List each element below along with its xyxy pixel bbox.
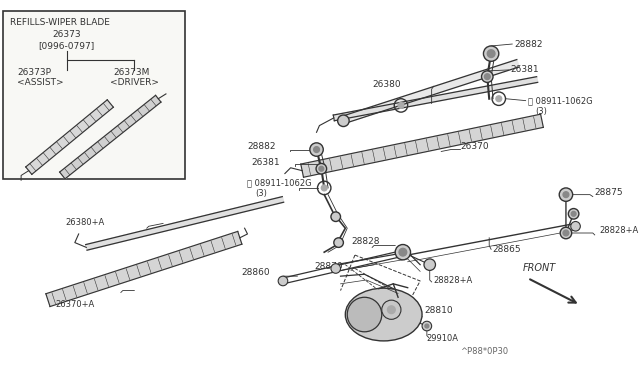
Text: 26370: 26370	[460, 142, 489, 151]
Text: 29910A: 29910A	[427, 334, 459, 343]
Text: REFILLS-WIPER BLADE: REFILLS-WIPER BLADE	[10, 19, 109, 28]
Text: 26373P: 26373P	[17, 68, 51, 77]
Circle shape	[338, 115, 349, 126]
Circle shape	[348, 297, 382, 332]
Text: [0996-0797]: [0996-0797]	[38, 41, 95, 51]
Circle shape	[310, 143, 323, 156]
Text: 28828: 28828	[351, 237, 380, 246]
Text: ^P88*0P30: ^P88*0P30	[460, 347, 509, 356]
Text: 26370+A: 26370+A	[56, 301, 95, 310]
Text: 26380+A: 26380+A	[65, 218, 104, 227]
Text: 28870: 28870	[315, 262, 343, 271]
FancyBboxPatch shape	[3, 12, 185, 179]
Text: 28860: 28860	[242, 268, 270, 277]
Polygon shape	[26, 100, 113, 174]
Circle shape	[278, 276, 288, 286]
Circle shape	[484, 74, 490, 80]
Circle shape	[331, 212, 340, 221]
Text: 26381: 26381	[252, 158, 280, 167]
Text: (3): (3)	[535, 107, 547, 116]
Text: FRONT: FRONT	[523, 263, 556, 273]
Circle shape	[487, 50, 495, 57]
Circle shape	[334, 238, 344, 247]
Circle shape	[331, 264, 340, 273]
Circle shape	[395, 244, 410, 260]
Text: 28882: 28882	[514, 39, 543, 48]
Circle shape	[559, 188, 573, 201]
Text: 28828+A: 28828+A	[600, 226, 639, 235]
Circle shape	[321, 185, 327, 191]
Text: 26373M: 26373M	[113, 68, 150, 77]
Ellipse shape	[346, 288, 422, 341]
Text: <DRIVER>: <DRIVER>	[110, 78, 159, 87]
Text: 26381: 26381	[510, 65, 539, 74]
Circle shape	[314, 147, 319, 153]
Text: 26373: 26373	[52, 30, 81, 39]
Circle shape	[388, 306, 395, 314]
Text: ⓝ 08911-1062G: ⓝ 08911-1062G	[248, 179, 312, 187]
Polygon shape	[46, 231, 242, 307]
Text: 28828+A: 28828+A	[433, 276, 473, 285]
Circle shape	[382, 300, 401, 319]
Text: 28882: 28882	[248, 142, 276, 151]
Text: 28875: 28875	[595, 188, 623, 197]
Circle shape	[560, 227, 572, 239]
Circle shape	[424, 259, 435, 270]
Circle shape	[568, 209, 579, 219]
Polygon shape	[339, 60, 519, 124]
Text: <ASSIST>: <ASSIST>	[17, 78, 64, 87]
Text: 28810: 28810	[424, 306, 452, 315]
Circle shape	[481, 71, 493, 83]
Polygon shape	[86, 197, 284, 250]
Circle shape	[316, 163, 326, 174]
Circle shape	[563, 192, 569, 198]
Circle shape	[571, 221, 580, 231]
Text: 26380: 26380	[372, 80, 401, 89]
Text: 28865: 28865	[492, 245, 521, 254]
Text: ⓝ 08911-1062G: ⓝ 08911-1062G	[527, 96, 592, 105]
Circle shape	[422, 321, 431, 331]
Polygon shape	[60, 95, 161, 179]
Polygon shape	[301, 114, 543, 177]
Polygon shape	[333, 77, 538, 121]
Circle shape	[563, 230, 569, 236]
Circle shape	[399, 248, 406, 256]
Circle shape	[572, 211, 576, 216]
Circle shape	[398, 103, 404, 108]
Circle shape	[319, 166, 324, 171]
Circle shape	[496, 96, 502, 102]
Text: (3): (3)	[255, 189, 267, 198]
Circle shape	[483, 46, 499, 61]
Circle shape	[425, 324, 429, 328]
